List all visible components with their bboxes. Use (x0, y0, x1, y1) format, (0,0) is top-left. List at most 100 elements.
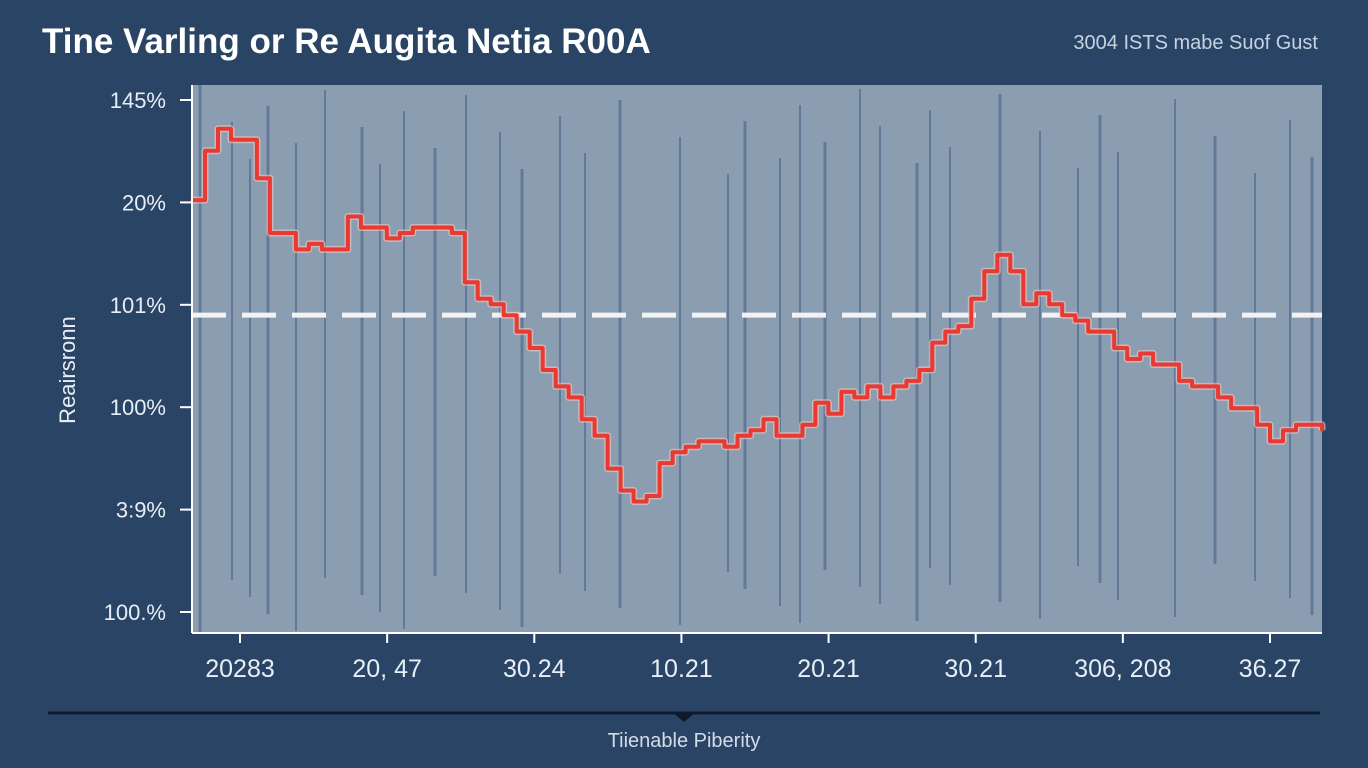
data-point (710, 439, 714, 443)
data-point (632, 499, 636, 503)
data-point (749, 428, 753, 432)
data-point (956, 324, 960, 328)
data-point (1242, 406, 1246, 410)
data-point (982, 269, 986, 273)
data-point (346, 215, 350, 219)
data-point (800, 423, 804, 427)
data-point (1307, 423, 1311, 427)
data-point (1138, 352, 1142, 356)
vertical-lines (198, 85, 1314, 633)
data-point (774, 434, 778, 438)
data-point (904, 379, 908, 383)
data-point (684, 445, 688, 449)
data-point (826, 412, 830, 416)
series-group (190, 125, 1326, 505)
data-point (736, 434, 740, 438)
data-point (359, 225, 363, 229)
data-point (554, 384, 558, 388)
data-point (502, 313, 506, 317)
x-tick-label: 36.27 (1239, 655, 1302, 683)
x-tick-label: 20283 (205, 655, 275, 683)
y-tick-label: 20% (122, 190, 166, 215)
data-point (1008, 269, 1012, 273)
data-point (1125, 357, 1129, 361)
data-point (242, 138, 246, 142)
data-point (878, 395, 882, 399)
data-point (1073, 319, 1077, 323)
data-point (1190, 384, 1194, 388)
series-line (192, 126, 1324, 504)
data-point (658, 461, 662, 465)
data-point (489, 302, 493, 306)
data-point (528, 346, 532, 350)
data-point (865, 384, 869, 388)
data-point (1112, 346, 1116, 350)
data-point (437, 225, 441, 229)
chart-subtitle: 3004 ISTS mabe Suof Gust (1073, 32, 1318, 54)
data-point (1164, 362, 1168, 366)
data-point (1086, 330, 1090, 334)
data-point (761, 417, 765, 421)
x-tick-label: 20, 47 (352, 655, 422, 683)
data-point (203, 149, 207, 153)
data-point (645, 494, 649, 498)
data-point (839, 390, 843, 394)
data-point (515, 330, 519, 334)
data-point (1281, 428, 1285, 432)
data-point (1320, 428, 1324, 432)
data-point (320, 247, 324, 251)
data-point (930, 341, 934, 345)
x-axis-ticks: 20283 20, 47 30.24 10.21 20.21 30.21 306, 208 3… (205, 633, 1301, 683)
data-point (385, 236, 389, 240)
data-point (567, 395, 571, 399)
data-point (281, 231, 285, 235)
data-point (411, 225, 415, 229)
data-point (787, 434, 791, 438)
data-point (1047, 302, 1051, 306)
footer-divider-notch-icon (672, 712, 696, 722)
data-point (995, 253, 999, 257)
data-point (671, 450, 675, 454)
data-point (268, 231, 272, 235)
data-point (943, 330, 947, 334)
data-point (307, 242, 311, 246)
data-point (593, 434, 597, 438)
chart-title: Tine Varling or Re Augita Netia R00A (42, 22, 651, 61)
data-point (463, 280, 467, 284)
y-axis-ticks: 145% 20% 101% 100% 3:9% 100.% (104, 88, 192, 625)
data-point (1151, 362, 1155, 366)
data-point (619, 489, 623, 493)
data-point (1099, 330, 1103, 334)
data-point (697, 439, 701, 443)
data-point (1216, 395, 1220, 399)
data-point (1203, 384, 1207, 388)
x-tick-label: 10.21 (650, 655, 713, 683)
data-point (398, 231, 402, 235)
data-point (1294, 423, 1298, 427)
y-tick-label: 100.% (104, 600, 166, 625)
data-point (969, 297, 973, 301)
data-point (1034, 291, 1038, 295)
data-point (333, 247, 337, 251)
x-tick-label: 30.24 (503, 655, 566, 683)
data-point (424, 225, 428, 229)
y-tick-label: 145% (110, 88, 166, 113)
y-tick-label: 100% (110, 395, 166, 420)
data-point (372, 225, 376, 229)
x-axis-label: Tiienable Piberity (607, 730, 761, 752)
data-point (606, 467, 610, 471)
data-point (476, 297, 480, 301)
data-point (813, 401, 817, 405)
x-tick-label: 30.21 (944, 655, 1007, 683)
data-point (891, 384, 895, 388)
data-point (1268, 439, 1272, 443)
data-point (852, 395, 856, 399)
data-point (216, 127, 220, 131)
x-tick-label: 20.21 (797, 655, 860, 683)
data-point (229, 138, 233, 142)
data-point (1177, 379, 1181, 383)
data-point (1255, 423, 1259, 427)
data-point (723, 445, 727, 449)
y-tick-label: 3:9% (116, 498, 166, 523)
data-point (450, 231, 454, 235)
